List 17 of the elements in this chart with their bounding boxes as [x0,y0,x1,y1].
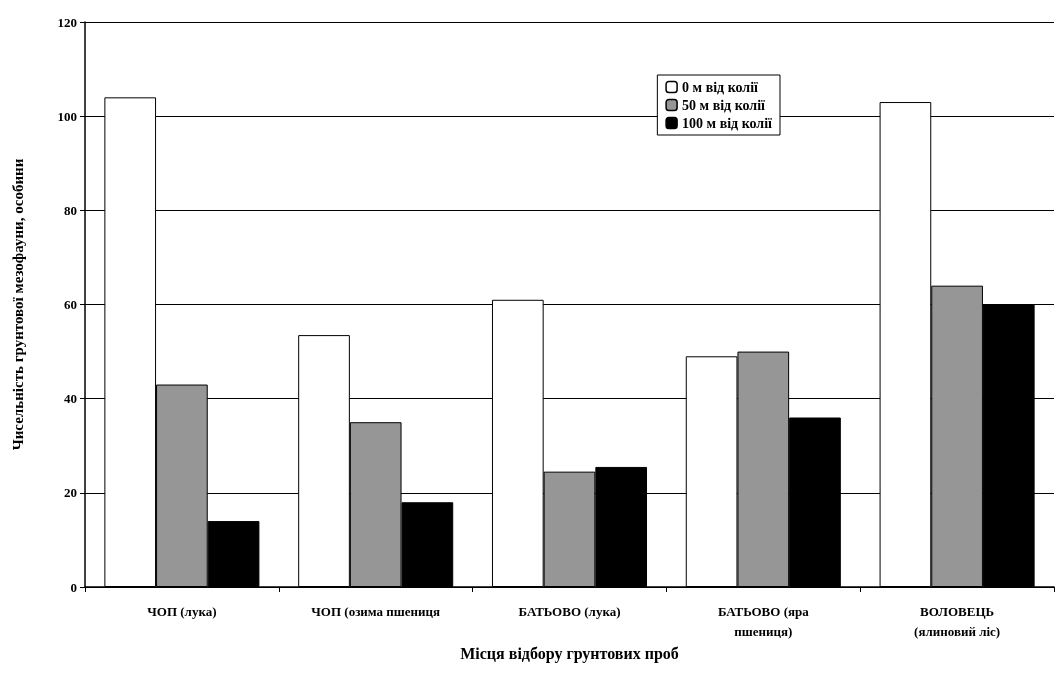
x-tick-label: БАТЬОВО (лука) [518,603,621,619]
legend-label: 50 м від колії [682,97,766,113]
y-axis-title: Чисельність грунтової мезофауни, особини [9,158,26,451]
y-tick-label: 60 [64,297,77,312]
y-tick-label: 40 [64,391,77,407]
y-tick-label: 20 [64,485,77,501]
y-tick-label: 120 [57,14,77,30]
y-tick-label: 80 [64,202,77,218]
x-axis-title: Місця відбору грунтових проб [460,645,679,664]
x-tick-label: ВОЛОВЕЦЬ (ялиновий ліс) [914,603,1001,639]
x-tick-label: ЧОП (лука) [147,603,217,619]
legend-label: 0 м від колії [682,79,759,95]
x-tick-label: ЧОП (озима пшениця [311,603,441,619]
x-tick-label: БАТЬОВО (яра пшениця) [717,603,810,639]
y-tick-label: 0 [70,579,77,595]
y-tick-label: 100 [57,108,77,124]
legend-label: 100 м від колії [682,115,773,131]
